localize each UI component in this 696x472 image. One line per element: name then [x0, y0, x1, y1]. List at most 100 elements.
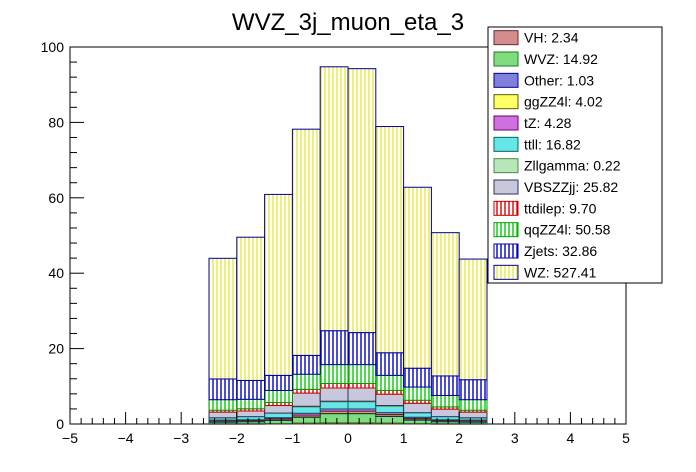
x-tick-label: −3 [173, 430, 189, 446]
bar-zjets-bin-0 [208, 378, 238, 401]
bar-wz-bin-2 [264, 193, 293, 376]
legend-entry-ggzz4l: ggZZ4l: 4.02 [493, 94, 603, 110]
x-tick-label: −1 [284, 430, 300, 446]
legend-swatch [493, 136, 519, 152]
bar-vbszzjj-bin-2 [264, 405, 293, 414]
y-tick-label: 40 [48, 265, 64, 281]
legend-label: qqZZ4l: 50.58 [524, 222, 611, 238]
x-tick-label: −2 [229, 430, 245, 446]
legend-label: WVZ: 14.92 [524, 51, 598, 67]
bar-ttdilep-bin-5 [347, 382, 377, 389]
bar-zjets-bin-1 [236, 379, 266, 400]
bar-wz-bin-9 [458, 258, 488, 381]
stacked-bars [208, 66, 488, 425]
legend-label: WZ: 527.41 [524, 264, 597, 280]
bar-wz-bin-3 [291, 128, 321, 356]
bar-wvz-bin-5 [347, 412, 377, 424]
bar-qqzz4l-bin-8 [430, 395, 460, 408]
bar-wvz-bin-6 [375, 415, 405, 424]
bar-zjets-bin-8 [430, 375, 460, 397]
legend-entry-wvz: WVZ: 14.92 [493, 51, 598, 67]
bar-ttdilep-bin-3 [291, 388, 321, 394]
bar-wz-bin-0 [208, 257, 238, 380]
legend-entry-vbszzjj: VBSZZjj: 25.82 [493, 179, 618, 195]
legend-swatch [493, 179, 519, 195]
axes: −5 −4 −3 −2 −1 0 1 2 3 4 5 0 20 40 60 80 100 [41, 39, 630, 446]
bar-zjets-bin-5 [347, 332, 377, 366]
legend-entry-qqzz4l: qqZZ4l: 50.58 [493, 222, 611, 238]
legend-label: Zllgamma: 0.22 [524, 158, 621, 174]
legend-swatch [493, 72, 519, 88]
legend-box [487, 26, 663, 284]
series-zjets [208, 330, 488, 401]
legend-entry-vh: VH: 2.34 [493, 30, 579, 46]
bar-ttdilep-bin-6 [375, 389, 405, 395]
legend-label: tZ: 4.28 [524, 115, 572, 131]
bar-vbszzjj-bin-1 [236, 410, 266, 418]
bar-ttll-bin-3 [291, 405, 321, 414]
x-tick-label: 4 [567, 430, 575, 446]
bar-qqzz4l-bin-9 [458, 399, 488, 411]
bar-zjets-bin-6 [375, 352, 405, 376]
bar-zjets-bin-3 [291, 354, 321, 375]
legend-entry-other: Other: 1.03 [493, 72, 594, 88]
legend-label: ttll: 16.82 [524, 136, 581, 152]
x-tick-label: −4 [118, 430, 134, 446]
bar-wz-bin-7 [403, 186, 432, 369]
bar-qqzz4l-bin-3 [291, 373, 321, 390]
series-qqzz4l [208, 364, 488, 411]
legend-entry-ttdilep: ttdilep: 9.70 [493, 200, 597, 216]
bar-qqzz4l-bin-1 [236, 398, 266, 410]
bar-ttdilep-bin-4 [319, 382, 349, 389]
legend-swatch [493, 264, 519, 280]
legend-label: ggZZ4l: 4.02 [524, 94, 603, 110]
bar-zjets-bin-7 [403, 367, 432, 388]
legend-entry-tz: tZ: 4.28 [493, 115, 572, 131]
legend-label: Zjets: 32.86 [524, 243, 597, 259]
bar-wz-bin-5 [347, 68, 377, 334]
legend-label: Other: 1.03 [524, 72, 594, 88]
bar-vbszzjj-bin-5 [347, 387, 377, 402]
bar-vbszzjj-bin-8 [430, 408, 460, 418]
legend-entry-ttll: ttll: 16.82 [493, 136, 581, 152]
bar-vbszzjj-bin-0 [208, 411, 238, 419]
bar-ttll-bin-4 [319, 400, 349, 410]
bar-wz-bin-8 [430, 232, 460, 377]
legend-swatch [493, 158, 519, 174]
bar-ttll-bin-2 [264, 412, 293, 419]
legend: VH: 2.34 WVZ: 14.92 Other: 1.03 ggZZ4l: 4.0… [487, 26, 663, 284]
legend-entry-zllgamma: Zllgamma: 0.22 [493, 158, 621, 174]
bar-zjets-bin-9 [458, 379, 488, 401]
bar-qqzz4l-bin-7 [403, 386, 432, 401]
x-tick-label: 0 [344, 430, 352, 446]
bar-qqzz4l-bin-0 [208, 399, 238, 411]
legend-swatch [493, 30, 519, 46]
legend-label: VH: 2.34 [524, 30, 579, 46]
x-tick-label: 2 [455, 430, 463, 446]
y-tick-label: 100 [41, 39, 65, 55]
bar-wz-bin-4 [319, 66, 349, 332]
bar-ttll-bin-7 [403, 412, 432, 418]
bar-vbszzjj-bin-3 [291, 392, 321, 407]
y-tick-label: 60 [48, 190, 64, 206]
bar-wz-bin-1 [236, 236, 266, 381]
legend-label: VBSZZjj: 25.82 [524, 179, 618, 195]
y-tick-label: 80 [48, 114, 64, 130]
bar-qqzz4l-bin-2 [264, 389, 293, 404]
x-tick-label: 1 [400, 430, 408, 446]
legend-swatch [493, 51, 519, 67]
legend-entry-zjets: Zjets: 32.86 [493, 243, 597, 259]
bar-zjets-bin-4 [319, 330, 349, 366]
bar-wz-bin-6 [375, 126, 405, 354]
y-tick-label: 20 [48, 341, 64, 357]
series-wz [208, 66, 488, 381]
bar-vbszzjj-bin-7 [403, 402, 432, 414]
x-tick-label: 5 [622, 430, 630, 446]
bar-vbszzjj-bin-9 [458, 411, 488, 419]
bar-qqzz4l-bin-4 [319, 364, 349, 384]
bar-ttll-bin-5 [347, 400, 377, 410]
legend-swatch [493, 243, 519, 259]
bar-zjets-bin-2 [264, 374, 293, 391]
legend-swatch [493, 94, 519, 110]
bar-wvz-bin-4 [319, 412, 349, 424]
